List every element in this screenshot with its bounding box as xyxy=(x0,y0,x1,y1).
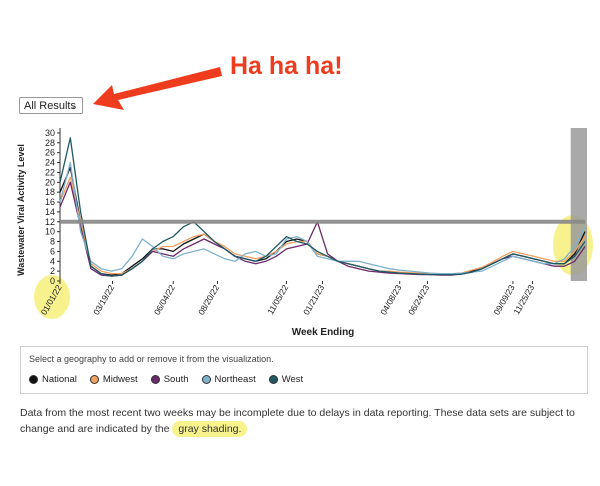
x-tick-label: 08/20/22 xyxy=(196,283,221,317)
highlight-first-week xyxy=(34,275,70,319)
legend-swatch xyxy=(150,375,160,384)
x-axis-label: Week Ending xyxy=(292,327,355,338)
legend-label: National xyxy=(42,374,77,385)
y-tick-label: 4 xyxy=(50,256,55,266)
y-tick-label: 24 xyxy=(45,158,55,168)
legend-label: Northeast xyxy=(214,374,256,385)
chevron-down-icon: ⌄ xyxy=(70,101,78,111)
x-tick-label: 03/19/22 xyxy=(91,283,116,317)
legend-label: Midwest xyxy=(102,374,138,385)
geography-filter-select[interactable]: All Results ⌄ xyxy=(19,97,83,114)
footnote: Data from the most recent two weeks may … xyxy=(20,405,592,437)
y-tick-label: 14 xyxy=(45,207,55,217)
legend-items: National Midwest South Northeast West xyxy=(29,374,303,385)
x-tick-label: 06/04/22 xyxy=(152,283,177,317)
y-tick-label: 12 xyxy=(45,217,55,227)
callout-text: Ha ha ha! xyxy=(230,52,343,80)
x-tick-label: 01/21/23 xyxy=(301,283,326,317)
legend-item-national[interactable]: National xyxy=(29,374,77,385)
legend-item-midwest[interactable]: Midwest xyxy=(89,374,138,385)
y-tick-label: 8 xyxy=(50,237,55,247)
red-arrow-icon xyxy=(93,67,222,110)
legend-item-northeast[interactable]: Northeast xyxy=(201,374,256,385)
legend-swatch xyxy=(268,375,278,384)
y-tick-label: 10 xyxy=(45,227,55,237)
x-tick-label: 06/24/23 xyxy=(406,283,431,317)
legend-swatch xyxy=(29,375,38,384)
x-tick-label: 04/08/23 xyxy=(378,283,403,317)
y-axis-label: Wastewater Viral Activity Level xyxy=(16,144,26,276)
y-tick-label: 6 xyxy=(50,246,55,256)
series-line-west xyxy=(59,137,586,277)
legend-swatch xyxy=(201,375,211,384)
y-tick-label: 0 xyxy=(50,276,55,286)
y-tick-label: 16 xyxy=(45,197,55,207)
incomplete-data-shading xyxy=(570,128,587,281)
legend-panel: Select a geography to add or remove it f… xyxy=(20,346,588,394)
y-tick-label: 28 xyxy=(45,138,55,148)
footnote-text: Data from the most recent two weeks may … xyxy=(20,407,575,435)
y-tick-label: 2 xyxy=(50,266,55,276)
footnote-highlight: gray shading. xyxy=(172,421,248,437)
y-tick-label: 22 xyxy=(45,167,55,177)
legend-item-west[interactable]: West xyxy=(268,374,304,385)
legend-label: West xyxy=(281,374,304,385)
y-tick-label: 20 xyxy=(45,177,55,187)
geography-filter-value: All Results xyxy=(24,100,76,112)
legend-swatch xyxy=(89,375,99,384)
y-tick-label: 30 xyxy=(45,128,55,138)
legend-item-south[interactable]: South xyxy=(150,374,189,385)
y-tick-label: 26 xyxy=(45,148,55,158)
series-line-northeast xyxy=(59,161,586,275)
legend-label: South xyxy=(163,374,189,385)
x-tick-label: 11/05/22 xyxy=(265,283,290,316)
legend-prompt: Select a geography to add or remove it f… xyxy=(29,354,274,364)
y-tick-label: 18 xyxy=(45,187,55,197)
